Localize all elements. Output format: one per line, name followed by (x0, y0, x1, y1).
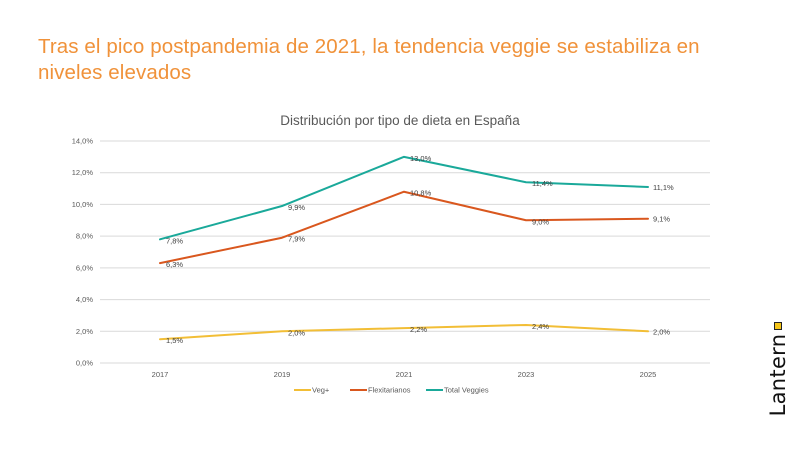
y-tick-label: 2,0% (76, 327, 93, 336)
x-axis-ticks: 2017 2019 2021 2023 2025 (152, 370, 657, 379)
data-label: 11,1% (653, 183, 674, 192)
x-tick-label: 2023 (518, 370, 535, 379)
data-label: 13,0% (410, 154, 432, 163)
chart-title: Distribución por tipo de dieta en España (280, 113, 520, 128)
data-label: 11,4% (532, 179, 553, 188)
gridlines (100, 140, 710, 364)
data-label: 1,5% (166, 336, 183, 345)
x-tick-label: 2025 (640, 370, 657, 379)
legend-label: Total Veggies (444, 386, 489, 395)
brand-logo-dot-icon (774, 322, 782, 330)
x-tick-label: 2019 (274, 370, 291, 379)
brand-logo-text: Lantern (766, 333, 790, 416)
data-label: 2,2% (410, 325, 427, 334)
y-tick-label: 14,0% (72, 137, 94, 146)
y-axis-ticks: 0,0% 2,0% 4,0% 6,0% 8,0% 10,0% 12,0% 14,0% (72, 137, 94, 368)
y-tick-label: 12,0% (72, 168, 94, 177)
data-label: 9,1% (653, 215, 670, 224)
data-label: 9,9% (288, 203, 305, 212)
data-label: 2,0% (653, 327, 670, 336)
data-label: 10,8% (410, 189, 432, 198)
data-label: 6,3% (166, 260, 183, 269)
data-label: 2,4% (532, 322, 549, 331)
series-line-flexitarianos (159, 190, 649, 265)
legend: Veg+ Flexitarianos Total Veggies (294, 386, 489, 395)
x-tick-label: 2021 (396, 370, 413, 379)
series-line-total-veggies (159, 155, 649, 241)
data-label: 2,0% (288, 328, 305, 337)
brand-logo: Lantern (763, 322, 793, 427)
legend-label: Flexitarianos (368, 386, 411, 395)
headline: Tras el pico postpandemia de 2021, la te… (38, 35, 700, 84)
legend-label: Veg+ (312, 386, 330, 395)
data-labels: 1,5% 2,0% 2,2% 2,4% 2,0% 6,3% 7,9% 10,8% 9,0% 9,1… (166, 154, 674, 345)
y-tick-label: 0,0% (76, 359, 93, 368)
series-line-veg- (159, 323, 649, 341)
y-tick-label: 10,0% (72, 200, 94, 209)
x-tick-label: 2017 (152, 370, 169, 379)
y-tick-label: 4,0% (76, 295, 93, 304)
y-tick-label: 8,0% (76, 232, 93, 241)
series-lines (159, 155, 649, 341)
data-label: 7,9% (288, 235, 305, 244)
data-label: 7,8% (166, 236, 183, 245)
data-label: 9,0% (532, 217, 549, 226)
y-tick-label: 6,0% (76, 263, 93, 272)
